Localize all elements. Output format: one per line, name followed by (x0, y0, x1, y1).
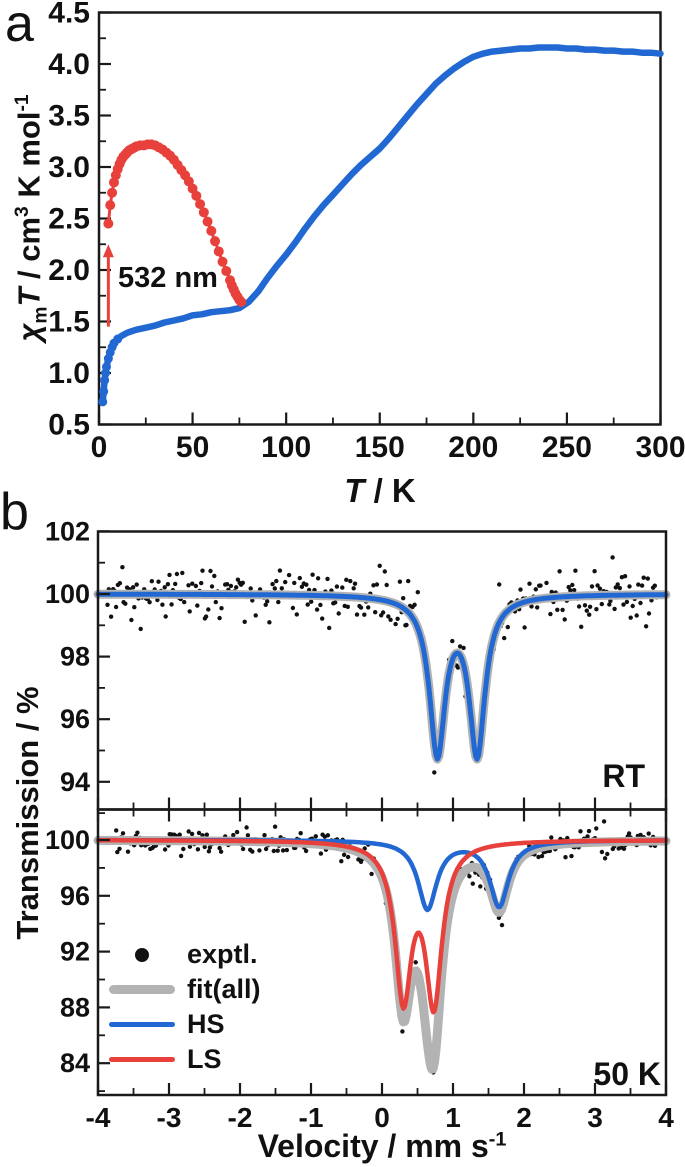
legend-label-ls: LS (187, 1044, 222, 1074)
panel-a-y-tick-label: 0.5 (48, 409, 90, 442)
panel-a-photoexcited-marker (217, 256, 228, 267)
panel-a-thermal-marker (101, 362, 111, 372)
panel-a-photoexcited-marker (206, 225, 217, 236)
legend: exptl. fit(all) HS LS (106, 937, 261, 1077)
fiftyk-x-tick-label: -4 (86, 1102, 111, 1133)
fiftyk-y-tick-label: 92 (60, 937, 90, 967)
panel-a-photoexcited-marker (202, 216, 213, 227)
panel-a-x-axis-title: T / K (344, 472, 416, 509)
legend-item-hs: HS (106, 1007, 261, 1042)
panel-a-thermal-marker (100, 375, 110, 385)
rt-fit-all--line (93, 589, 671, 764)
fiftyk-x-tick-label: -1 (299, 1102, 324, 1133)
rt-y-tick-label: 102 (45, 516, 90, 546)
panel-a-y-tick-label: 2.5 (48, 203, 90, 236)
panel-a-thermal-marker (98, 397, 108, 407)
panel-a-x-tick-label: 50 (176, 431, 209, 464)
fiftyk-x-tick-label: 1 (445, 1102, 461, 1133)
panel-a-y-tick-label: 1.5 (48, 306, 90, 339)
fiftyk-x-tick-label: -2 (228, 1102, 253, 1133)
rt-y-tick-label: 98 (60, 642, 90, 672)
panel-a-photoexcited-marker (213, 246, 224, 257)
legend-label-fit-all: fit(all) (187, 974, 261, 1004)
panel-a-thermal-marker (113, 334, 123, 344)
panel-a-photoexcited-marker (191, 190, 202, 201)
panel-a-photoexcited-marker (198, 207, 209, 218)
panel-a-photoexcited-marker (195, 199, 206, 210)
panel-b-y-axis-title: Transmission / % (10, 686, 45, 940)
legend-item-fit-all: fit(all) (106, 972, 261, 1007)
fiftyk-y-tick-label: 88 (60, 992, 90, 1022)
panel-a-x-tick-label: 200 (448, 431, 498, 464)
fiftyk-y-tick-label: 96 (60, 881, 90, 911)
panel-a-thermal-marker (99, 387, 109, 397)
panel-a-photoexcited-marker (210, 236, 221, 247)
fiftyk-x-tick-label: 3 (587, 1102, 603, 1133)
legend-label-hs: HS (187, 1009, 225, 1039)
panel-a-y-tick-label: 2.0 (48, 254, 90, 287)
fit-all-line-swatch (109, 985, 175, 994)
legend-item-exptl: exptl. (106, 937, 261, 972)
panel-b-label: b (0, 483, 29, 541)
legend-label-exptl: exptl. (187, 939, 258, 969)
rt-y-tick-label: 94 (60, 767, 90, 797)
irradiation-annotation: 532 nm (118, 262, 218, 294)
panel-a-photoexcited-marker (107, 187, 118, 198)
panel-a-x-tick-label: 0 (91, 431, 108, 464)
exptl-dot-swatch (135, 947, 149, 962)
rt-temperature-label: RT (602, 758, 645, 794)
rt-hs-line (95, 591, 669, 762)
ls-line-swatch (109, 1057, 175, 1062)
fiftyk-y-tick-label: 100 (45, 825, 90, 855)
panel-a-photoexcited-marker (105, 200, 116, 211)
panel-a-x-tick-label: 150 (355, 431, 405, 464)
panel-a-y-tick-label: 4.0 (48, 48, 90, 81)
panel-b-x-axis-title: Velocity / mm s-1 (257, 1128, 507, 1164)
panel-a-photoexcited-marker (103, 218, 114, 229)
fiftyk-x-tick-label: 0 (374, 1102, 390, 1133)
panel-a-frame (97, 11, 662, 426)
fiftyk-x-tick-label: 4 (658, 1102, 674, 1133)
panel-a-y-tick-label: 1.0 (48, 357, 90, 390)
fiftyk-y-tick-label: 84 (60, 1048, 90, 1078)
panel-a-y-tick-label: 3.5 (48, 100, 90, 133)
panel-a-photoexcited-marker (221, 266, 232, 277)
fiftyk-ls-line (95, 838, 669, 1015)
rt-y-tick-label: 96 (60, 704, 90, 734)
panel-a-y-tick-label: 4.5 (48, 0, 90, 30)
rt-scatter (105, 555, 659, 775)
fiftyk-x-tick-label: -3 (157, 1102, 182, 1133)
panel-a-y-axis-title: χmT / cm3 K mol-1 (11, 94, 52, 342)
hs-line-swatch (109, 1022, 175, 1027)
50k-temperature-label: 50 K (593, 1056, 661, 1092)
fiftyk-x-tick-label: 2 (516, 1102, 532, 1133)
panel-a-photoexcited-marker (236, 296, 247, 307)
panel-a-thermal-curve (99, 44, 664, 406)
panel-a-label: a (5, 0, 34, 53)
panel-a-x-tick-label: 300 (635, 431, 685, 464)
panel-a-y-tick-label: 3.0 (48, 151, 90, 184)
legend-item-ls: LS (106, 1042, 261, 1077)
panel-a-x-tick-label: 100 (261, 431, 311, 464)
rt-y-tick-label: 100 (45, 579, 90, 609)
panel-a-x-tick-label: 250 (542, 431, 592, 464)
irradiation-arrow-head (102, 244, 114, 258)
